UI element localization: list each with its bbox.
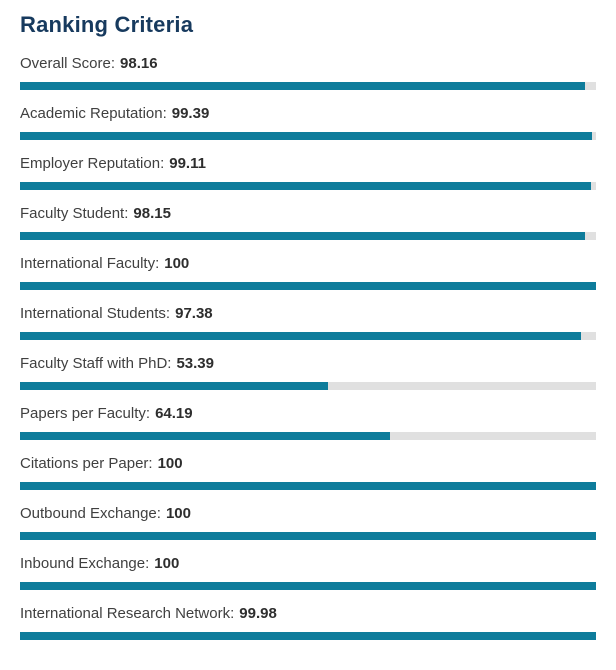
criteria-bar-fill <box>20 582 596 590</box>
criteria-row: International Students: 97.38 <box>20 304 596 340</box>
criteria-bar-fill <box>20 132 593 140</box>
criteria-bar-fill <box>20 82 586 90</box>
criteria-bar-fill <box>20 182 591 190</box>
criteria-bar-fill <box>20 382 328 390</box>
criteria-label: Outbound Exchange: <box>20 505 161 522</box>
criteria-row: Academic Reputation: 99.39 <box>20 104 596 140</box>
criteria-label-line: Papers per Faculty: 64.19 <box>20 404 596 423</box>
criteria-row: Outbound Exchange: 100 <box>20 504 596 540</box>
criteria-bar-fill <box>20 482 596 490</box>
criteria-value: 64.19 <box>155 405 193 422</box>
criteria-value: 100 <box>165 505 191 522</box>
criteria-value: 98.15 <box>133 205 171 222</box>
criteria-label-line: Faculty Staff with PhD: 53.39 <box>20 354 596 373</box>
criteria-label-line: Outbound Exchange: 100 <box>20 504 596 523</box>
criteria-label-line: Employer Reputation: 99.11 <box>20 154 596 173</box>
criteria-row: Citations per Paper: 100 <box>20 454 596 490</box>
criteria-label-line: Overall Score: 98.16 <box>20 54 596 73</box>
criteria-list: Overall Score: 98.16 Academic Reputation:… <box>20 54 596 640</box>
criteria-label: Academic Reputation: <box>20 105 167 122</box>
criteria-row: Faculty Staff with PhD: 53.39 <box>20 354 596 390</box>
criteria-bar-track <box>20 382 596 390</box>
criteria-row: Employer Reputation: 99.11 <box>20 154 596 190</box>
criteria-label: Faculty Staff with PhD: <box>20 355 172 372</box>
criteria-label: International Faculty: <box>20 255 160 272</box>
criteria-label: Inbound Exchange: <box>20 555 150 572</box>
criteria-label: Faculty Student: <box>20 205 129 222</box>
criteria-bar-fill <box>20 432 390 440</box>
criteria-bar-track <box>20 432 596 440</box>
criteria-label-line: Citations per Paper: 100 <box>20 454 596 473</box>
criteria-bar-track <box>20 632 596 640</box>
criteria-bar-track <box>20 532 596 540</box>
criteria-row: Inbound Exchange: 100 <box>20 554 596 590</box>
criteria-bar-fill <box>20 632 596 640</box>
page-title: Ranking Criteria <box>20 12 194 37</box>
criteria-label-line: Academic Reputation: 99.39 <box>20 104 596 123</box>
criteria-value: 98.16 <box>120 55 158 72</box>
criteria-value: 99.39 <box>171 105 210 122</box>
criteria-label-line: International Research Network: 99.98 <box>20 604 596 623</box>
criteria-bar-track <box>20 482 596 490</box>
criteria-value: 100 <box>164 255 190 272</box>
criteria-row: Papers per Faculty: 64.19 <box>20 404 596 440</box>
criteria-row: Faculty Student: 98.15 <box>20 204 596 240</box>
criteria-value: 53.39 <box>176 355 214 372</box>
criteria-bar-fill <box>20 282 596 290</box>
criteria-label-line: International Faculty: 100 <box>20 254 596 273</box>
criteria-label: Papers per Faculty: <box>20 405 151 422</box>
criteria-value: 97.38 <box>175 305 213 322</box>
criteria-label: Overall Score: <box>20 55 116 72</box>
criteria-value: 99.98 <box>239 605 277 622</box>
criteria-value: 100 <box>154 555 180 572</box>
criteria-bar-track <box>20 132 596 140</box>
criteria-label: International Students: <box>20 305 171 322</box>
criteria-bar-track <box>20 82 596 90</box>
criteria-bar-fill <box>20 532 596 540</box>
criteria-value: 99.11 <box>169 155 206 172</box>
criteria-row: Overall Score: 98.16 <box>20 54 596 90</box>
criteria-label: International Research Network: <box>20 605 235 622</box>
criteria-label: Employer Reputation: <box>20 155 165 172</box>
criteria-row: International Research Network: 99.98 <box>20 604 596 640</box>
criteria-row: International Faculty: 100 <box>20 254 596 290</box>
criteria-label-line: Inbound Exchange: 100 <box>20 554 596 573</box>
criteria-bar-track <box>20 232 596 240</box>
criteria-bar-track <box>20 182 596 190</box>
criteria-bar-fill <box>20 232 586 240</box>
criteria-bar-track <box>20 332 596 340</box>
criteria-bar-track <box>20 282 596 290</box>
criteria-label: Citations per Paper: <box>20 455 153 472</box>
criteria-label-line: International Students: 97.38 <box>20 304 596 323</box>
criteria-bar-fill <box>20 332 581 340</box>
criteria-value: 100 <box>157 455 183 472</box>
criteria-label-line: Faculty Student: 98.15 <box>20 204 596 223</box>
criteria-bar-track <box>20 582 596 590</box>
